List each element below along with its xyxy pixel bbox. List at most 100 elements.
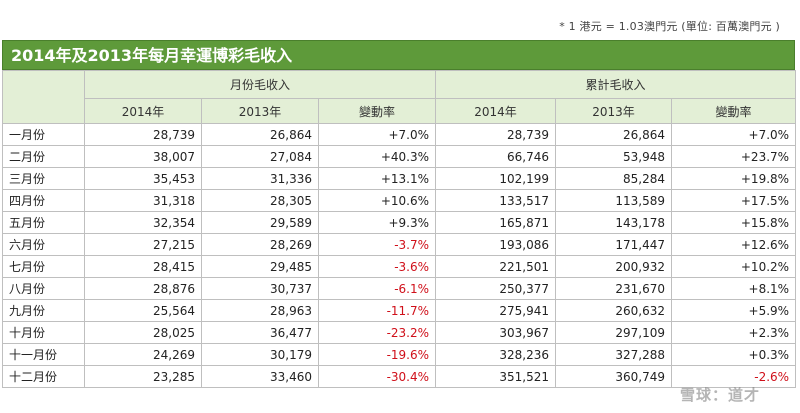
cell-cumulative-change: +8.1% bbox=[671, 277, 797, 300]
cell-cumulative-change: +2.3% bbox=[671, 321, 797, 344]
cell-monthly-2014: 28,415 bbox=[84, 255, 202, 278]
month-label: 十二月份 bbox=[2, 365, 85, 388]
month-label: 一月份 bbox=[2, 123, 85, 146]
cell-cumulative-change: +12.6% bbox=[671, 233, 797, 256]
cell-cumulative-change: -2.6% bbox=[671, 365, 797, 388]
cell-monthly-2014: 31,318 bbox=[84, 189, 202, 212]
corner-cell bbox=[2, 70, 85, 124]
cell-monthly-2013: 33,460 bbox=[201, 365, 319, 388]
month-label: 二月份 bbox=[2, 145, 85, 168]
cell-monthly-change: -6.1% bbox=[317, 277, 437, 300]
month-label: 十一月份 bbox=[2, 343, 85, 366]
table-row: 三月份 35,453 31,336 +13.1% 102,199 85,284 +19.8% bbox=[2, 167, 797, 190]
table-row: 四月份 31,318 28,305 +10.6% 133,517 113,589 +17.5… bbox=[2, 189, 797, 212]
cumulative-group-header: 累計毛收入 bbox=[435, 70, 797, 99]
cell-monthly-change: -30.4% bbox=[317, 365, 437, 388]
cell-monthly-2013: 29,485 bbox=[201, 255, 319, 278]
cell-cumulative-2013: 113,589 bbox=[555, 189, 673, 212]
month-label: 四月份 bbox=[2, 189, 85, 212]
cell-cumulative-2013: 171,447 bbox=[555, 233, 673, 256]
cell-monthly-change: -3.6% bbox=[317, 255, 437, 278]
cell-cumulative-2014: 193,086 bbox=[435, 233, 557, 256]
cell-cumulative-2013: 85,284 bbox=[555, 167, 673, 190]
cell-cumulative-2014: 133,517 bbox=[435, 189, 557, 212]
cell-cumulative-2014: 250,377 bbox=[435, 277, 557, 300]
cell-monthly-2014: 35,453 bbox=[84, 167, 202, 190]
col-header-cumulative-2014: 2014年 bbox=[435, 98, 557, 124]
cell-monthly-2014: 28,739 bbox=[84, 123, 202, 146]
cell-monthly-change: -23.2% bbox=[317, 321, 437, 344]
cell-monthly-2014: 28,025 bbox=[84, 321, 202, 344]
cell-monthly-change: +10.6% bbox=[317, 189, 437, 212]
table-row: 七月份 28,415 29,485 -3.6% 221,501 200,932 +10.2% bbox=[2, 255, 797, 278]
cell-cumulative-2014: 328,236 bbox=[435, 343, 557, 366]
table-row: 十一月份 24,269 30,179 -19.6% 328,236 327,288 +0.3… bbox=[2, 343, 797, 366]
cell-monthly-2014: 32,354 bbox=[84, 211, 202, 234]
cell-cumulative-change: +19.8% bbox=[671, 167, 797, 190]
cell-cumulative-change: +5.9% bbox=[671, 299, 797, 322]
month-label: 三月份 bbox=[2, 167, 85, 190]
cell-monthly-2013: 36,477 bbox=[201, 321, 319, 344]
table-body: 一月份 28,739 26,864 +7.0% 28,739 26,864 +7.0% 二月份… bbox=[2, 123, 797, 388]
col-header-monthly-change: 變動率 bbox=[317, 98, 437, 124]
cell-monthly-2014: 38,007 bbox=[84, 145, 202, 168]
table-row: 八月份 28,876 30,737 -6.1% 250,377 231,670 +8.1% bbox=[2, 277, 797, 300]
cell-cumulative-2014: 303,967 bbox=[435, 321, 557, 344]
table-title: 2014年及2013年每月幸運博彩毛收入 bbox=[2, 40, 795, 70]
cell-cumulative-change: +0.3% bbox=[671, 343, 797, 366]
cell-monthly-2013: 26,864 bbox=[201, 123, 319, 146]
cell-monthly-change: -3.7% bbox=[317, 233, 437, 256]
col-header-monthly-2014: 2014年 bbox=[84, 98, 202, 124]
table-row: 十二月份 23,285 33,460 -30.4% 351,521 360,749 -2.6… bbox=[2, 365, 797, 388]
cell-cumulative-2014: 28,739 bbox=[435, 123, 557, 146]
cell-cumulative-2013: 260,632 bbox=[555, 299, 673, 322]
month-label: 六月份 bbox=[2, 233, 85, 256]
cell-monthly-change: +7.0% bbox=[317, 123, 437, 146]
table-row: 十月份 28,025 36,477 -23.2% 303,967 297,109 +2.3% bbox=[2, 321, 797, 344]
cell-monthly-2013: 28,963 bbox=[201, 299, 319, 322]
cell-cumulative-change: +23.7% bbox=[671, 145, 797, 168]
cell-cumulative-2013: 143,178 bbox=[555, 211, 673, 234]
group-header-row: 月份毛收入 累計毛收入 bbox=[2, 70, 797, 124]
cell-cumulative-2014: 102,199 bbox=[435, 167, 557, 190]
col-header-cumulative-2013: 2013年 bbox=[555, 98, 673, 124]
cell-monthly-2013: 28,305 bbox=[201, 189, 319, 212]
cell-monthly-2013: 29,589 bbox=[201, 211, 319, 234]
cell-monthly-2014: 25,564 bbox=[84, 299, 202, 322]
cell-cumulative-2013: 26,864 bbox=[555, 123, 673, 146]
table-row: 六月份 27,215 28,269 -3.7% 193,086 171,447 +12.6% bbox=[2, 233, 797, 256]
cell-cumulative-change: +17.5% bbox=[671, 189, 797, 212]
cell-cumulative-2013: 360,749 bbox=[555, 365, 673, 388]
cell-monthly-change: +9.3% bbox=[317, 211, 437, 234]
cell-cumulative-change: +15.8% bbox=[671, 211, 797, 234]
col-header-cumulative-change: 變動率 bbox=[671, 98, 797, 124]
cell-monthly-2014: 23,285 bbox=[84, 365, 202, 388]
month-label: 五月份 bbox=[2, 211, 85, 234]
sub-header-row: 2014年 2013年 變動率 2014年 2013年 變動率 bbox=[3, 98, 797, 124]
cell-monthly-2013: 27,084 bbox=[201, 145, 319, 168]
table-row: 九月份 25,564 28,963 -11.7% 275,941 260,632 +5.9% bbox=[2, 299, 797, 322]
watermark: 雪球：道才 bbox=[679, 386, 760, 404]
revenue-table: 月份毛收入 累計毛收入 2014年 2013年 變動率 2014年 2013年 … bbox=[2, 70, 797, 388]
cell-monthly-2014: 27,215 bbox=[84, 233, 202, 256]
cell-cumulative-2013: 297,109 bbox=[555, 321, 673, 344]
cell-cumulative-2013: 327,288 bbox=[555, 343, 673, 366]
cell-cumulative-2013: 200,932 bbox=[555, 255, 673, 278]
month-label: 八月份 bbox=[2, 277, 85, 300]
cell-monthly-2014: 28,876 bbox=[84, 277, 202, 300]
exchange-rate-note: * 1 港元 = 1.03澳門元 (單位: 百萬澳門元 ) bbox=[559, 20, 780, 33]
table-row: 五月份 32,354 29,589 +9.3% 165,871 143,178 +15.8% bbox=[2, 211, 797, 234]
cell-cumulative-2014: 275,941 bbox=[435, 299, 557, 322]
cell-cumulative-change: +7.0% bbox=[671, 123, 797, 146]
month-label: 十月份 bbox=[2, 321, 85, 344]
month-label: 九月份 bbox=[2, 299, 85, 322]
table-row: 一月份 28,739 26,864 +7.0% 28,739 26,864 +7.0% bbox=[2, 123, 797, 146]
cell-monthly-2013: 30,737 bbox=[201, 277, 319, 300]
col-header-monthly-2013: 2013年 bbox=[201, 98, 319, 124]
cell-cumulative-2014: 165,871 bbox=[435, 211, 557, 234]
cell-monthly-2014: 24,269 bbox=[84, 343, 202, 366]
cell-monthly-2013: 30,179 bbox=[201, 343, 319, 366]
cell-cumulative-2013: 53,948 bbox=[555, 145, 673, 168]
monthly-group-header: 月份毛收入 bbox=[83, 70, 437, 99]
